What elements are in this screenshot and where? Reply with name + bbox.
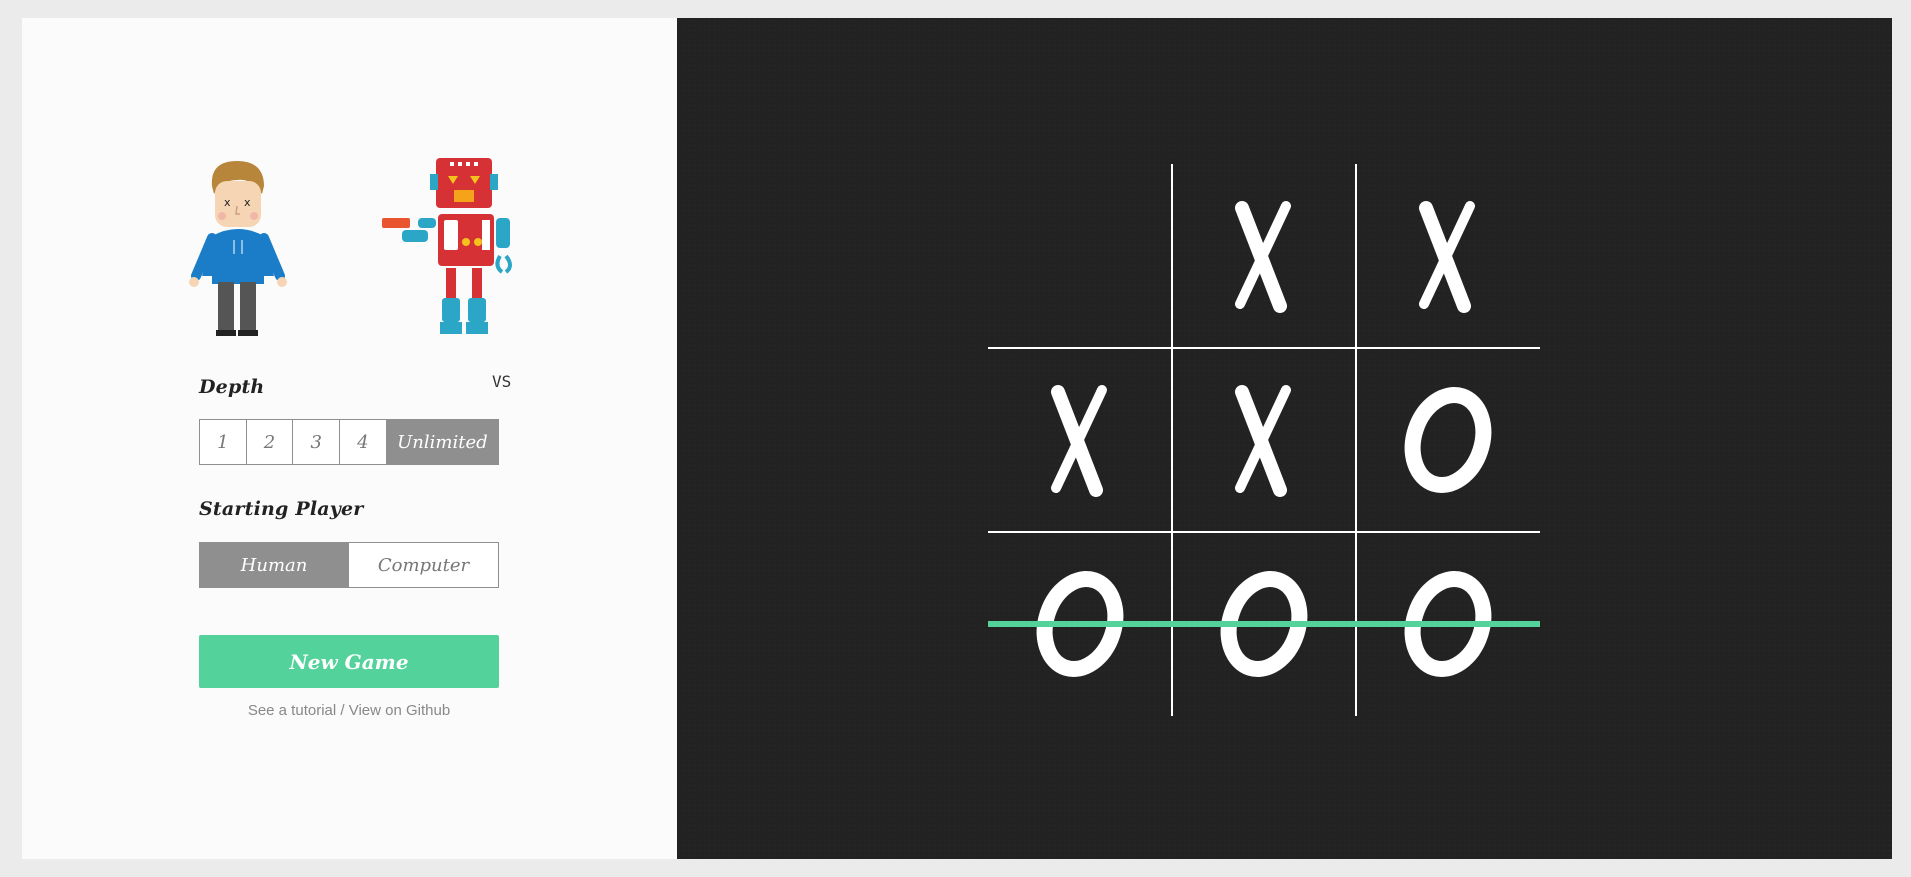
o-mark-icon[interactable]: [1358, 534, 1538, 714]
empty-cell[interactable]: [990, 166, 1170, 346]
x-mark-icon[interactable]: [1174, 166, 1354, 346]
starting-player-selector: Human Computer: [199, 542, 499, 588]
x-mark-icon[interactable]: [1358, 166, 1538, 346]
board-cell[interactable]: [1358, 350, 1538, 530]
depth-option-unlimited[interactable]: Unlimited: [386, 420, 498, 464]
players-illustration: x x: [182, 156, 532, 391]
depth-option-4[interactable]: 4: [340, 420, 387, 464]
tutorial-link[interactable]: See a tutorial: [247, 702, 337, 719]
github-link[interactable]: View on Github: [348, 702, 451, 719]
x-mark-icon[interactable]: [990, 350, 1170, 530]
o-mark-icon[interactable]: [1358, 350, 1538, 530]
vs-label: VS: [492, 372, 512, 391]
board-cell[interactable]: [990, 166, 1170, 346]
starting-player-human[interactable]: Human: [200, 543, 349, 587]
x-mark-icon[interactable]: [1174, 350, 1354, 530]
game-board-panel: [677, 18, 1892, 859]
app-frame: x x: [22, 18, 1892, 859]
control-panel: x x: [22, 18, 677, 859]
svg-text:x: x: [244, 196, 251, 209]
board-canvas: [988, 164, 1540, 716]
o-mark-icon[interactable]: [1174, 534, 1354, 714]
new-game-button[interactable]: New Game: [199, 635, 499, 688]
depth-option-3[interactable]: 3: [293, 420, 341, 464]
tic-tac-toe-board: [988, 164, 1540, 716]
starting-player-label: Starting Player: [199, 498, 364, 520]
starting-player-computer[interactable]: Computer: [349, 543, 498, 587]
robot-avatar-icon: [382, 158, 512, 334]
links-separator: /: [336, 702, 349, 719]
o-mark-icon[interactable]: [990, 534, 1170, 714]
svg-text:x: x: [224, 196, 231, 209]
depth-selector: 1 2 3 4 Unlimited: [199, 419, 499, 465]
depth-option-1[interactable]: 1: [200, 420, 247, 464]
depth-label: Depth: [199, 376, 265, 398]
human-avatar-icon: x x: [189, 161, 287, 336]
footer-links: See a tutorial / View on Github: [199, 702, 499, 719]
depth-option-2[interactable]: 2: [246, 420, 294, 464]
